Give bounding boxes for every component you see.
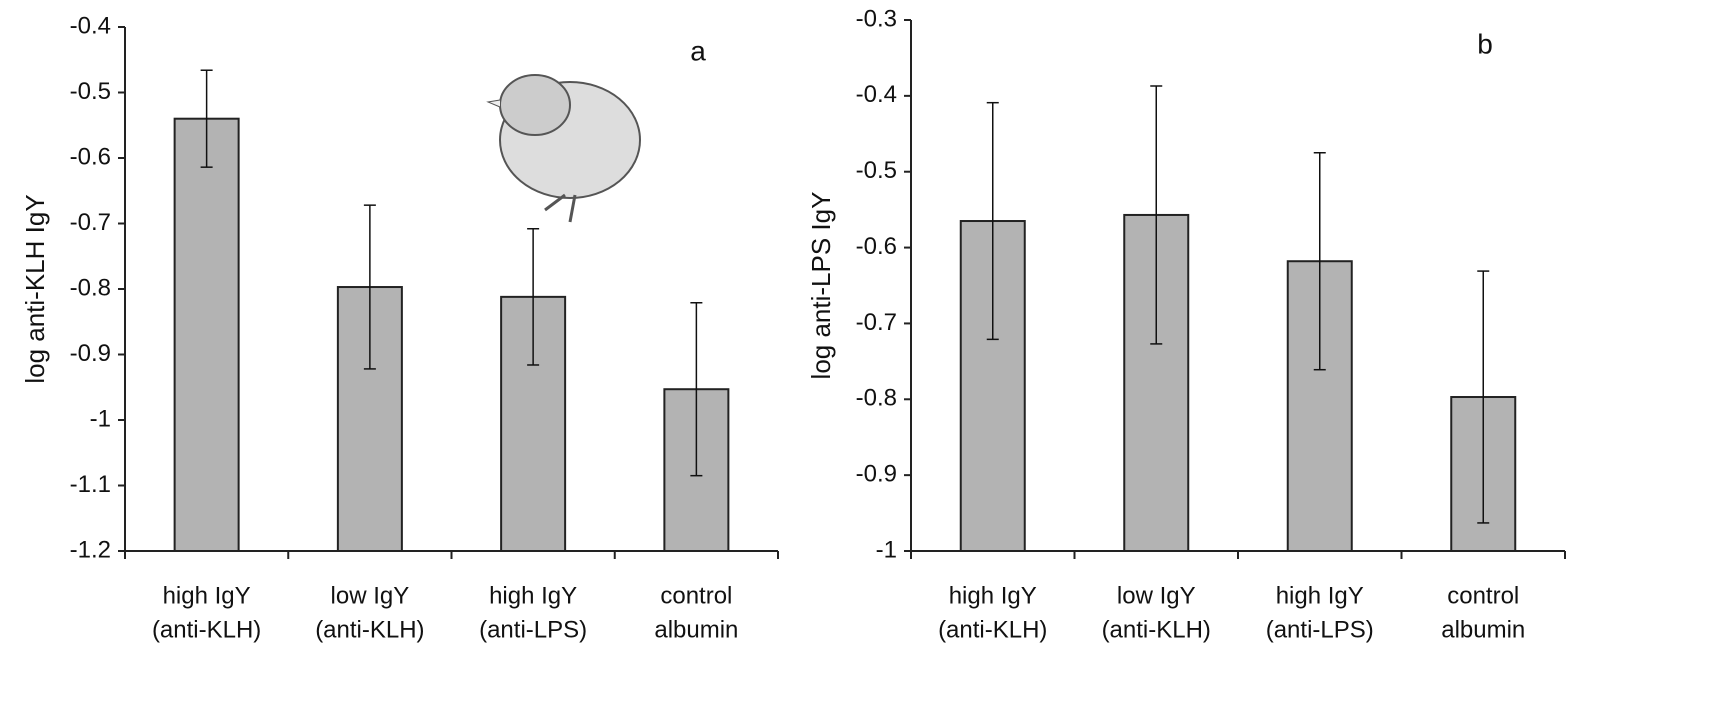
y-tick-label: -1.1 xyxy=(70,471,111,498)
y-tick-label: -0.7 xyxy=(70,209,111,236)
y-tick-label: -0.7 xyxy=(856,309,897,336)
x-tick-label: high IgY xyxy=(163,582,251,609)
bar xyxy=(173,117,240,552)
x-tick-label: control xyxy=(660,582,732,609)
y-tick-label: -0.5 xyxy=(856,157,897,184)
x-tick-label: (anti-KLH) xyxy=(152,616,261,643)
x-tick-label: high IgY xyxy=(489,582,577,609)
x-tick-label: albumin xyxy=(654,616,738,643)
x-tick-label: low IgY xyxy=(1117,582,1196,609)
y-tick-label: -0.8 xyxy=(70,274,111,301)
y-tick-label: -0.5 xyxy=(70,78,111,105)
chick-legs xyxy=(544,193,577,223)
y-tick-label: -0.8 xyxy=(856,385,897,412)
y-axis-label: log anti-LPS IgY xyxy=(806,192,836,380)
x-tick-label: (anti-LPS) xyxy=(1266,616,1374,643)
x-tick-label: (anti-KLH) xyxy=(1102,616,1211,643)
y-axis-label: log anti-KLH IgY xyxy=(20,194,50,383)
y-tick-label: -0.4 xyxy=(70,12,111,39)
y-tick-label: -0.4 xyxy=(856,81,897,108)
panel-label: a xyxy=(690,35,706,66)
y-tick-label: -0.6 xyxy=(70,143,111,170)
y-tick-label: -0.9 xyxy=(856,460,897,487)
x-tick-label: (anti-KLH) xyxy=(938,616,1047,643)
chick-illustration xyxy=(486,74,641,223)
x-tick-label: albumin xyxy=(1441,616,1525,643)
y-tick-label: -0.9 xyxy=(70,340,111,367)
y-tick-label: -0.3 xyxy=(856,5,897,32)
x-tick-label: high IgY xyxy=(1276,582,1364,609)
y-tick-label: -1 xyxy=(876,536,897,563)
x-tick-label: (anti-LPS) xyxy=(479,616,587,643)
y-tick-label: -1 xyxy=(90,405,111,432)
chick-beak xyxy=(486,99,501,108)
x-tick-label: control xyxy=(1447,582,1519,609)
x-tick-label: high IgY xyxy=(949,582,1037,609)
y-tick-label: -0.6 xyxy=(856,233,897,260)
y-tick-label: -1.2 xyxy=(70,536,111,563)
panel-label: b xyxy=(1477,28,1493,59)
chick-head xyxy=(499,74,571,136)
x-tick-label: (anti-KLH) xyxy=(315,616,424,643)
x-tick-label: low IgY xyxy=(331,582,410,609)
